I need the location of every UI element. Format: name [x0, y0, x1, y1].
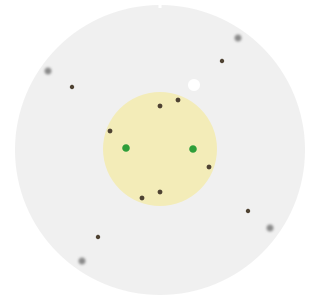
- blur-particle: [79, 258, 86, 265]
- blur-particle: [45, 68, 52, 75]
- particle: [246, 209, 250, 213]
- blur-particle: [235, 35, 242, 42]
- dish-notch: [159, 4, 162, 8]
- particle: [158, 190, 163, 195]
- blur-particle: [267, 225, 274, 232]
- particle: [158, 104, 163, 109]
- page: (() => { const data = JSON.parse(documen…: [0, 0, 314, 296]
- particle: [220, 59, 224, 63]
- particle: [108, 129, 113, 134]
- particle: [207, 165, 212, 170]
- particle: [176, 98, 181, 103]
- particle: [70, 85, 74, 89]
- green-cell: [189, 145, 197, 153]
- particle: [140, 196, 145, 201]
- green-cell: [122, 144, 130, 152]
- white-orb: [188, 79, 200, 91]
- game-board: [0, 0, 314, 296]
- zone: [103, 92, 217, 206]
- particle: [96, 235, 100, 239]
